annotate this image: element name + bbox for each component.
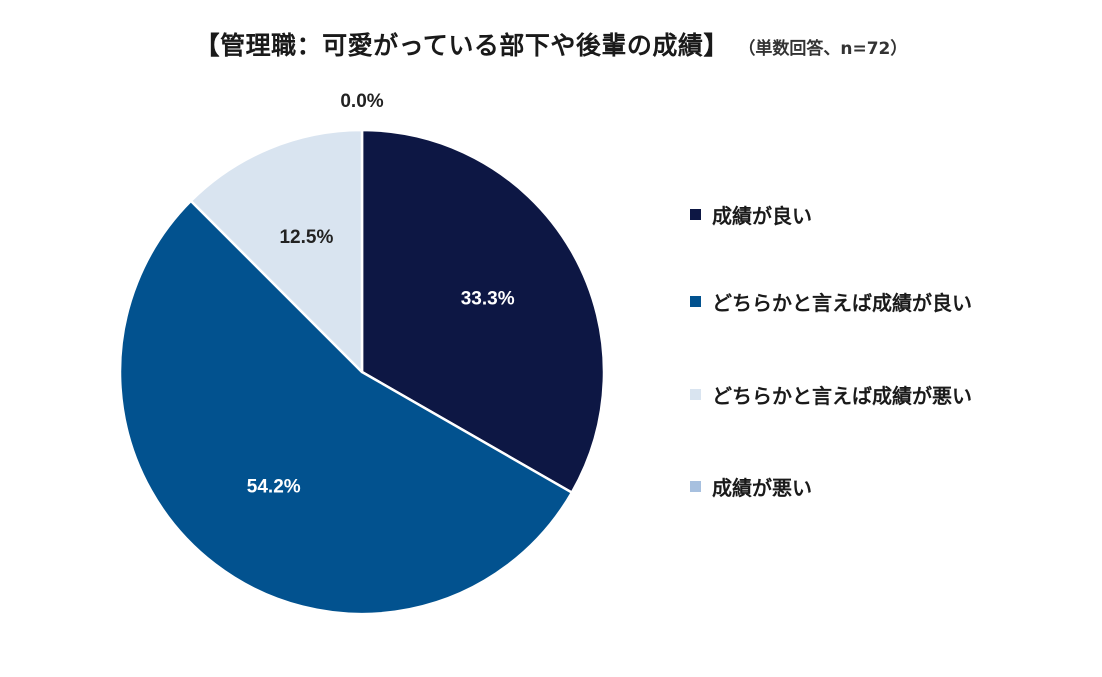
legend-label: 成績が悪い — [712, 476, 812, 500]
pie-slice-somewhat-bad — [189, 128, 364, 374]
slice-label-bad: 0.0% — [340, 91, 383, 112]
pie-slice-good — [360, 128, 606, 494]
legend-swatch — [690, 209, 701, 220]
chart-subtitle: （単数回答、n=72） — [746, 39, 908, 59]
legend-item-bad: 成績が悪い — [690, 472, 812, 501]
pie-slice-somewhat-good — [118, 199, 574, 616]
legend-item-somewhat-bad: どちらかと言えば成績が悪い — [690, 380, 972, 409]
legend-label: どちらかと言えば成績が悪い — [712, 384, 972, 408]
slice-label-somewhat-good: 54.2% — [247, 476, 301, 497]
legend-item-somewhat-good: どちらかと言えば成績が良い — [690, 287, 972, 316]
pie-chart: 33.3% 54.2% 12.5% 0.0% — [118, 91, 606, 616]
chart-title: 【管理職：可愛がっている部下や後輩の成績】 — [194, 31, 729, 60]
legend-swatch — [690, 296, 701, 307]
legend-label: どちらかと言えば成績が良い — [712, 291, 972, 315]
legend-label: 成績が良い — [712, 204, 812, 228]
legend-item-good: 成績が良い — [690, 200, 812, 229]
legend-swatch — [690, 481, 701, 492]
slice-label-good: 33.3% — [461, 288, 515, 309]
chart-title-row: 【管理職：可愛がっている部下や後輩の成績】 （単数回答、n=72） — [0, 26, 1102, 62]
legend-swatch — [690, 389, 701, 400]
slice-label-somewhat-bad: 12.5% — [279, 227, 333, 248]
